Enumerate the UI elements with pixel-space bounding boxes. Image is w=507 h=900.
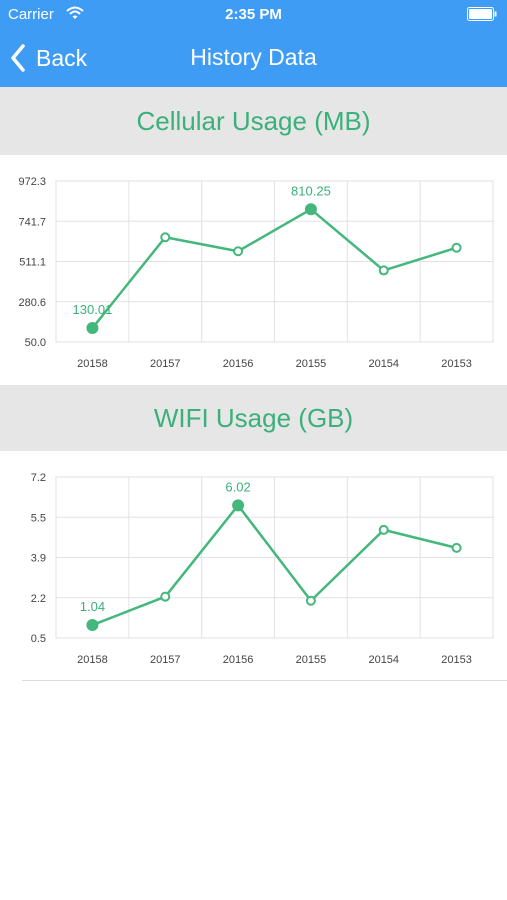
wifi-y-tick-label: 2.2 xyxy=(31,593,46,605)
back-button[interactable]: Back xyxy=(10,40,87,76)
cellular-data-point[interactable] xyxy=(378,265,389,276)
wifi-x-tick-label: 20154 xyxy=(368,654,399,666)
cellular-y-tick-label: 50.0 xyxy=(25,337,46,349)
wifi-data-point[interactable] xyxy=(86,619,99,632)
cellular-section-title: Cellular Usage (MB) xyxy=(136,106,371,136)
back-label: Back xyxy=(36,44,88,71)
chevron-left-icon xyxy=(11,44,25,72)
cellular-section-header: Cellular Usage (MB) xyxy=(0,87,507,155)
wifi-y-tick-label: 5.5 xyxy=(31,512,46,524)
cellular-y-tick-label: 741.7 xyxy=(18,216,46,228)
status-time: 2:35 PM xyxy=(225,6,282,23)
navigation-bar: Back History Data xyxy=(0,30,507,87)
cellular-data-point[interactable] xyxy=(451,242,462,253)
cellular-y-tick-label: 972.3 xyxy=(18,176,46,188)
status-bar: Carrier 2:35 PM xyxy=(0,0,507,30)
cellular-data-point[interactable] xyxy=(233,246,244,257)
wifi-section-header: WIFI Usage (GB) xyxy=(0,385,507,451)
cellular-y-tick-label: 280.6 xyxy=(18,297,46,309)
battery-icon xyxy=(467,7,497,21)
wifi-data-point[interactable] xyxy=(378,524,389,535)
cellular-x-tick-label: 20154 xyxy=(368,358,399,370)
wifi-y-tick-label: 7.2 xyxy=(31,472,46,484)
wifi-data-label: 1.04 xyxy=(80,599,105,614)
wifi-icon xyxy=(66,6,84,19)
wifi-data-point[interactable] xyxy=(451,542,462,553)
wifi-y-tick-label: 0.5 xyxy=(31,633,46,645)
wifi-x-tick-label: 20155 xyxy=(296,654,327,666)
wifi-data-point[interactable] xyxy=(305,595,316,606)
cellular-usage-chart: 972.3 741.7 511.1 280.6 50.0 20158 20157 20156 2… xyxy=(18,176,494,370)
wifi-section-title: WIFI Usage (GB) xyxy=(153,403,354,433)
page-title: History Data xyxy=(190,44,317,70)
bottom-divider xyxy=(22,680,507,681)
cellular-x-tick-label: 20157 xyxy=(150,358,181,370)
top-bar: Carrier 2:35 PM Back History Data xyxy=(0,0,507,87)
cellular-x-tick-label: 20156 xyxy=(223,358,254,370)
cellular-data-point[interactable] xyxy=(86,322,99,335)
cellular-x-tick-label: 20153 xyxy=(441,358,472,370)
cellular-series-line xyxy=(91,208,457,329)
wifi-x-tick-label: 20153 xyxy=(441,654,472,666)
cellular-x-tick-label: 20158 xyxy=(77,358,108,370)
cellular-data-label: 130.01 xyxy=(73,302,113,317)
wifi-data-label: 6.02 xyxy=(225,479,250,494)
wifi-data-point[interactable] xyxy=(160,591,171,602)
cellular-x-tick-label: 20155 xyxy=(296,358,327,370)
wifi-y-tick-label: 3.9 xyxy=(31,553,46,565)
wifi-usage-chart: 7.2 5.5 3.9 2.2 0.5 20158 20157 20156 20155 20154… xyxy=(31,472,494,666)
cellular-y-tick-label: 511.1 xyxy=(19,257,46,269)
cellular-data-point[interactable] xyxy=(304,203,317,216)
carrier-label: Carrier xyxy=(8,6,54,23)
wifi-data-point[interactable] xyxy=(232,499,245,512)
wifi-series-line xyxy=(91,504,457,627)
wifi-x-tick-label: 20158 xyxy=(77,654,108,666)
cellular-data-point[interactable] xyxy=(160,232,171,243)
cellular-data-label: 810.25 xyxy=(291,183,331,198)
wifi-x-tick-label: 20156 xyxy=(223,654,254,666)
wifi-x-tick-label: 20157 xyxy=(150,654,181,666)
